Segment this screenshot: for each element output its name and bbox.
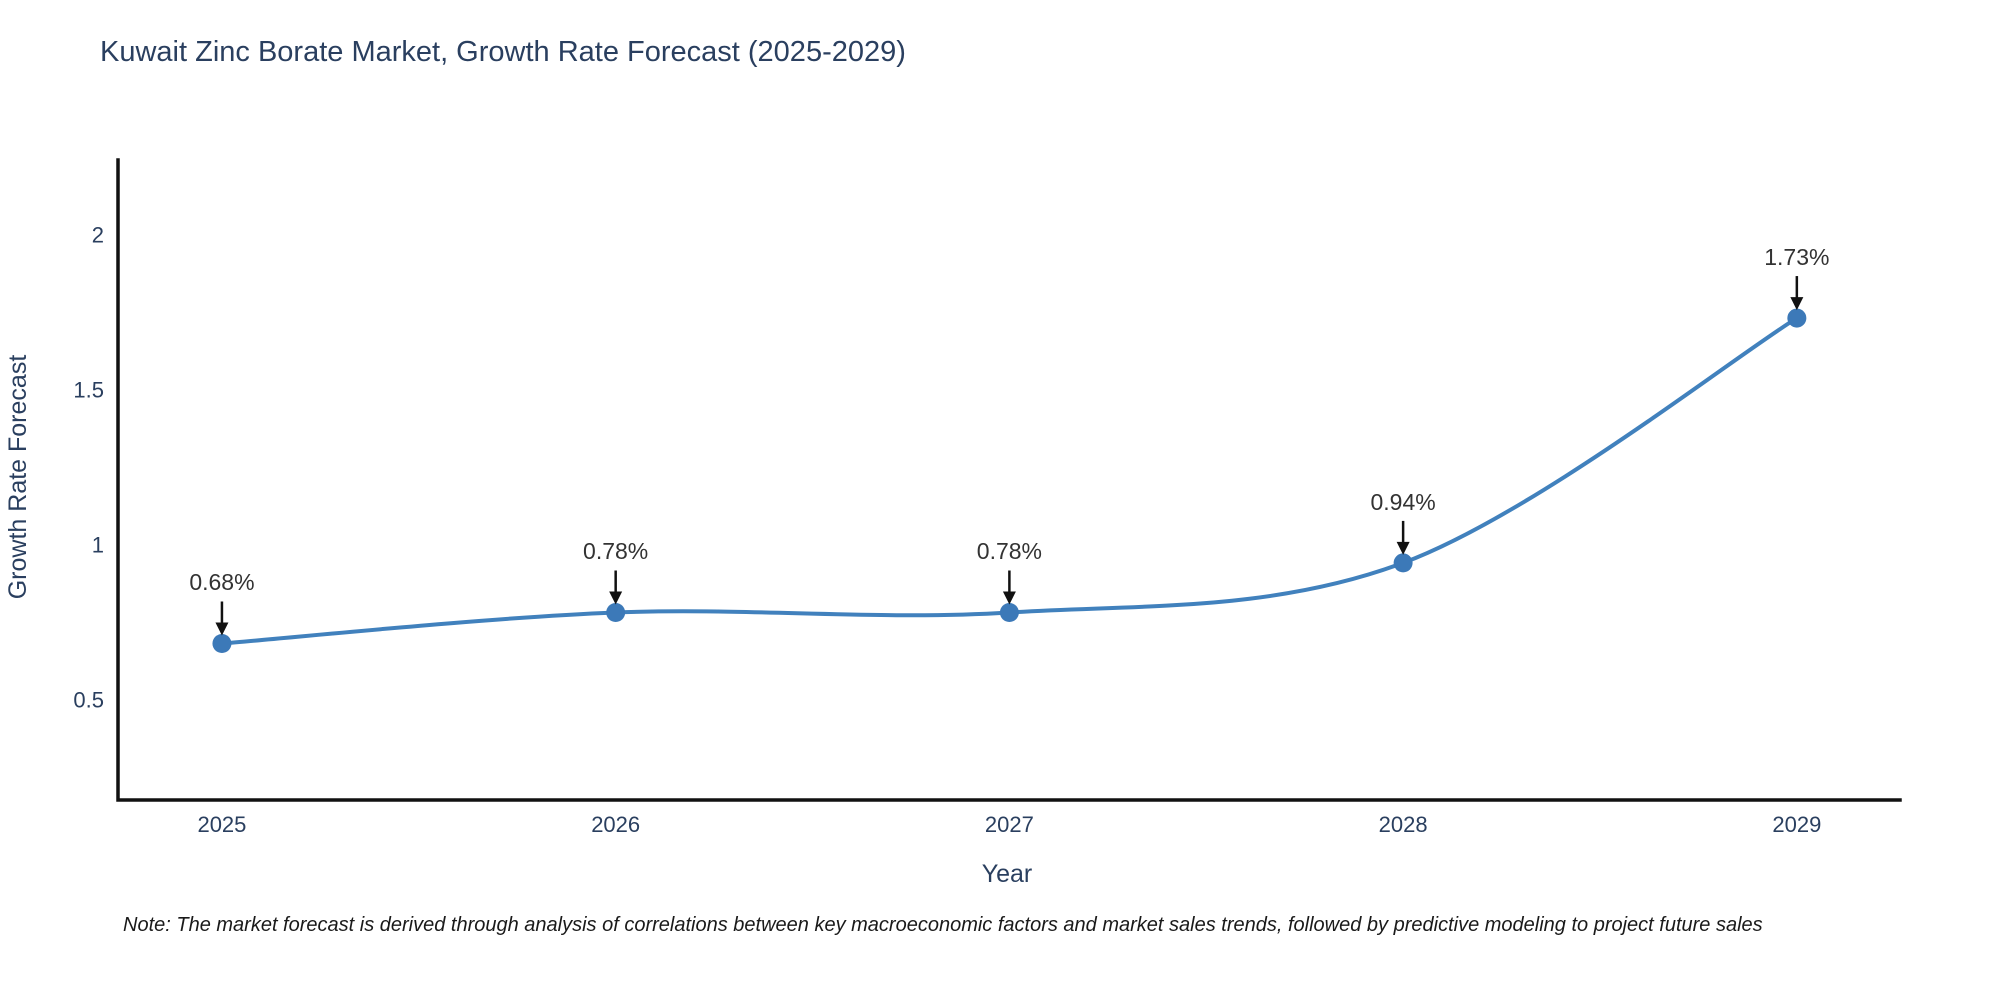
- x-tick-label: 2029: [1772, 812, 1821, 837]
- point-annotation: 1.73%: [1764, 244, 1830, 271]
- annotation-arrowhead: [609, 591, 623, 605]
- annotation-arrowhead: [1790, 297, 1804, 311]
- y-tick-label: 0.5: [73, 687, 104, 712]
- footnote: Note: The market forecast is derived thr…: [123, 914, 1763, 936]
- data-point-marker[interactable]: [999, 602, 1019, 622]
- chart-title: Kuwait Zinc Borate Market, Growth Rate F…: [100, 36, 906, 68]
- y-tick-label: 1.5: [73, 377, 104, 402]
- y-axis-title: Growth Rate Forecast: [4, 355, 32, 600]
- point-annotation: 0.94%: [1370, 488, 1436, 515]
- annotation-arrowhead: [1002, 591, 1016, 605]
- x-tick-label: 2025: [197, 812, 246, 837]
- x-tick-label: 2028: [1379, 812, 1428, 837]
- point-annotation: 0.78%: [583, 538, 649, 565]
- data-point-marker[interactable]: [1787, 308, 1807, 328]
- point-annotation: 0.68%: [189, 569, 255, 596]
- x-tick-label: 2027: [985, 812, 1034, 837]
- x-tick-label: 2026: [591, 812, 640, 837]
- point-annotation: 0.78%: [976, 538, 1042, 565]
- y-tick-label: 1: [92, 532, 104, 557]
- x-axis-title: Year: [982, 860, 1033, 888]
- data-point-marker[interactable]: [606, 602, 626, 622]
- annotation-arrowhead: [215, 622, 229, 636]
- annotation-arrowhead: [1396, 541, 1410, 555]
- axis-lines: [116, 158, 1902, 802]
- data-point-marker[interactable]: [1393, 553, 1413, 573]
- data-point-marker[interactable]: [212, 633, 232, 653]
- y-tick-label: 2: [92, 222, 104, 247]
- trend-line: [219, 316, 1799, 646]
